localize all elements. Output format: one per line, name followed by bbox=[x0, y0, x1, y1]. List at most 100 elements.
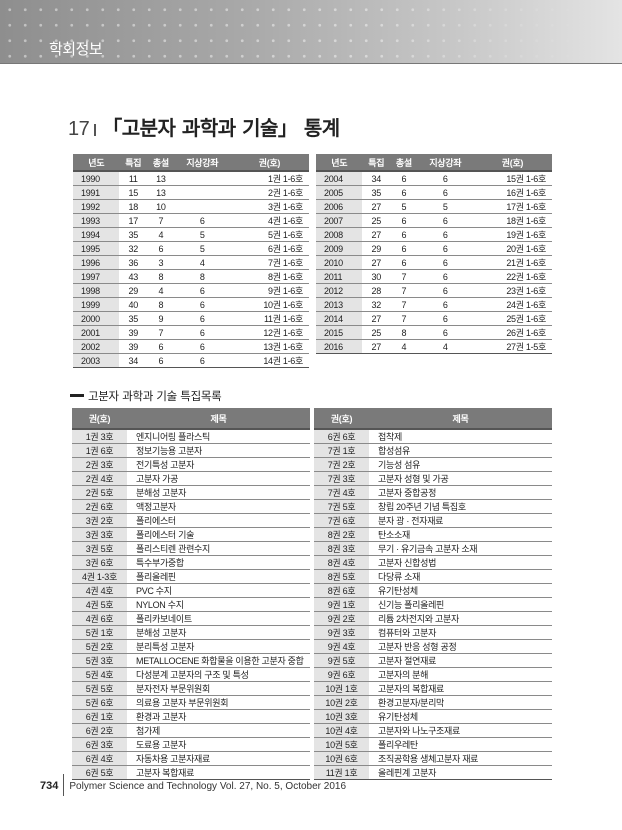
table-row: 8권 4호 고분자 신합성법 bbox=[314, 555, 552, 570]
column-header: 총설 bbox=[147, 154, 175, 172]
value-cell: 6 bbox=[417, 311, 473, 326]
value-cell: 34 bbox=[362, 171, 391, 186]
value-cell: 4권 1-6호 bbox=[229, 213, 309, 228]
value-cell: 20권 1-6호 bbox=[472, 241, 552, 256]
value-cell: 8 bbox=[390, 325, 418, 340]
issue-cell: 7권 4호 bbox=[314, 485, 369, 500]
value-cell: 3 bbox=[147, 255, 175, 270]
value-cell: 5 bbox=[390, 199, 418, 214]
table-row: 8권 5호 다당류 소재 bbox=[314, 569, 552, 584]
value-cell: 7 bbox=[390, 311, 418, 326]
table-row: 6권 2호 첨가제 bbox=[72, 723, 310, 738]
title-cell: 신기능 폴리올레핀 bbox=[369, 597, 552, 612]
table-row: 1998 29 4 6 9권 1-6호 bbox=[73, 283, 309, 298]
year-cell: 1999 bbox=[73, 297, 120, 312]
table-row: 2005 35 6 6 16권 1-6호 bbox=[316, 185, 552, 200]
value-cell: 6 bbox=[174, 297, 230, 312]
table-row: 1997 43 8 8 8권 1-6호 bbox=[73, 269, 309, 284]
year-cell: 2016 bbox=[316, 339, 363, 354]
title-cell: 폴리올레핀 bbox=[127, 569, 310, 584]
title-cell: 폴리에스터 기술 bbox=[127, 527, 310, 542]
value-cell: 27권 1-5호 bbox=[472, 339, 552, 354]
value-cell: 27 bbox=[362, 227, 391, 242]
title-cell: 고분자 신합성법 bbox=[369, 555, 552, 570]
value-cell: 6 bbox=[147, 241, 175, 256]
value-cell: 6 bbox=[174, 353, 230, 368]
value-cell: 2권 1-6호 bbox=[229, 185, 309, 200]
value-cell: 11권 1-6호 bbox=[229, 311, 309, 326]
table-row: 10권 3호 유기탄성체 bbox=[314, 709, 552, 724]
value-cell: 13 bbox=[147, 171, 175, 186]
value-cell: 1권 1-6호 bbox=[229, 171, 309, 186]
issue-cell: 8권 6호 bbox=[314, 583, 369, 598]
value-cell: 29 bbox=[362, 241, 391, 256]
value-cell: 6 bbox=[417, 297, 473, 312]
issue-cell: 5권 1호 bbox=[72, 625, 127, 640]
table-row: 2권 4호 고분자 가공 bbox=[72, 471, 310, 486]
value-cell: 3권 1-6호 bbox=[229, 199, 309, 214]
issue-cell: 1권 6호 bbox=[72, 443, 127, 458]
column-header: 특집 bbox=[362, 154, 391, 172]
issue-cell: 3권 2호 bbox=[72, 513, 127, 528]
table-row: 6권 5호 고분자 복합재료 bbox=[72, 765, 310, 780]
value-cell: 4 bbox=[147, 227, 175, 242]
year-cell: 1990 bbox=[73, 171, 120, 186]
title-cell: 환경고분자/분리막 bbox=[369, 695, 552, 710]
value-cell: 15권 1-6호 bbox=[472, 171, 552, 186]
table-row: 2000 35 9 6 11권 1-6호 bbox=[73, 311, 309, 326]
issue-cell: 6권 2호 bbox=[72, 723, 127, 738]
title-cell: 접착제 bbox=[369, 429, 552, 444]
value-cell: 4 bbox=[417, 339, 473, 354]
issue-cell: 9권 4호 bbox=[314, 639, 369, 654]
issue-cell: 8권 2호 bbox=[314, 527, 369, 542]
year-cell: 2007 bbox=[316, 213, 363, 228]
column-header: 총설 bbox=[390, 154, 418, 172]
table-row: 2011 30 7 6 22권 1-6호 bbox=[316, 269, 552, 284]
year-cell: 2005 bbox=[316, 185, 363, 200]
issue-cell: 10권 6호 bbox=[314, 751, 369, 766]
value-cell: 28 bbox=[362, 283, 391, 298]
column-header: 권(호) bbox=[472, 154, 552, 172]
value-cell: 9권 1-6호 bbox=[229, 283, 309, 298]
title-cell: 전기특성 고분자 bbox=[127, 457, 310, 472]
page-footer: 734 Polymer Science and Technology Vol. 2… bbox=[40, 774, 346, 796]
value-cell: 21권 1-6호 bbox=[472, 255, 552, 270]
title-cell: 고분자 절연재료 bbox=[369, 653, 552, 668]
table-row: 1992 18 10 3권 1-6호 bbox=[73, 199, 309, 214]
value-cell: 4 bbox=[147, 283, 175, 298]
column-header: 지상강좌 bbox=[417, 154, 473, 172]
title-cell: 올레핀계 고분자 bbox=[369, 765, 552, 780]
table-row: 1990 11 13 1권 1-6호 bbox=[73, 171, 309, 186]
year-cell: 1998 bbox=[73, 283, 120, 298]
table-row: 3권 2호 폴리에스터 bbox=[72, 513, 310, 528]
title-cell: 컴퓨터와 고분자 bbox=[369, 625, 552, 640]
table-row: 5권 5호 분자전자 부문위원회 bbox=[72, 681, 310, 696]
table-row: 6권 3호 도료용 고분자 bbox=[72, 737, 310, 752]
footer-divider bbox=[63, 774, 65, 796]
table-row: 1권 6호 정보기능용 고분자 bbox=[72, 443, 310, 458]
table-row: 2012 28 7 6 23권 1-6호 bbox=[316, 283, 552, 298]
table-header-row: 년도 특집 총설 지상강좌 권(호) bbox=[73, 154, 309, 172]
value-cell: 25 bbox=[362, 325, 391, 340]
value-cell: 6 bbox=[417, 185, 473, 200]
column-header: 년도 bbox=[316, 154, 363, 172]
column-header: 지상강좌 bbox=[174, 154, 230, 172]
value-cell: 34 bbox=[119, 353, 148, 368]
table-row: 9권 1호 신기능 폴리올레핀 bbox=[314, 597, 552, 612]
table-row: 2006 27 5 5 17권 1-6호 bbox=[316, 199, 552, 214]
issue-cell: 6권 5호 bbox=[72, 765, 127, 780]
title-cell: 고분자와 나노구조재료 bbox=[369, 723, 552, 738]
journal-info: Polymer Science and Technology Vol. 27, … bbox=[69, 781, 347, 792]
value-cell: 6 bbox=[147, 353, 175, 368]
column-header: 년도 bbox=[73, 154, 120, 172]
issue-cell: 10권 4호 bbox=[314, 723, 369, 738]
column-header: 권(호) bbox=[314, 408, 369, 430]
value-cell: 4 bbox=[174, 255, 230, 270]
heading-text: 고분자 과학과 기술 특집목록 bbox=[88, 389, 222, 403]
value-cell: 16권 1-6호 bbox=[472, 185, 552, 200]
table-row: 4권 4호 PVC 수지 bbox=[72, 583, 310, 598]
issue-cell: 3권 6호 bbox=[72, 555, 127, 570]
value-cell: 9 bbox=[147, 311, 175, 326]
value-cell bbox=[174, 185, 230, 200]
issue-cell: 8권 4호 bbox=[314, 555, 369, 570]
